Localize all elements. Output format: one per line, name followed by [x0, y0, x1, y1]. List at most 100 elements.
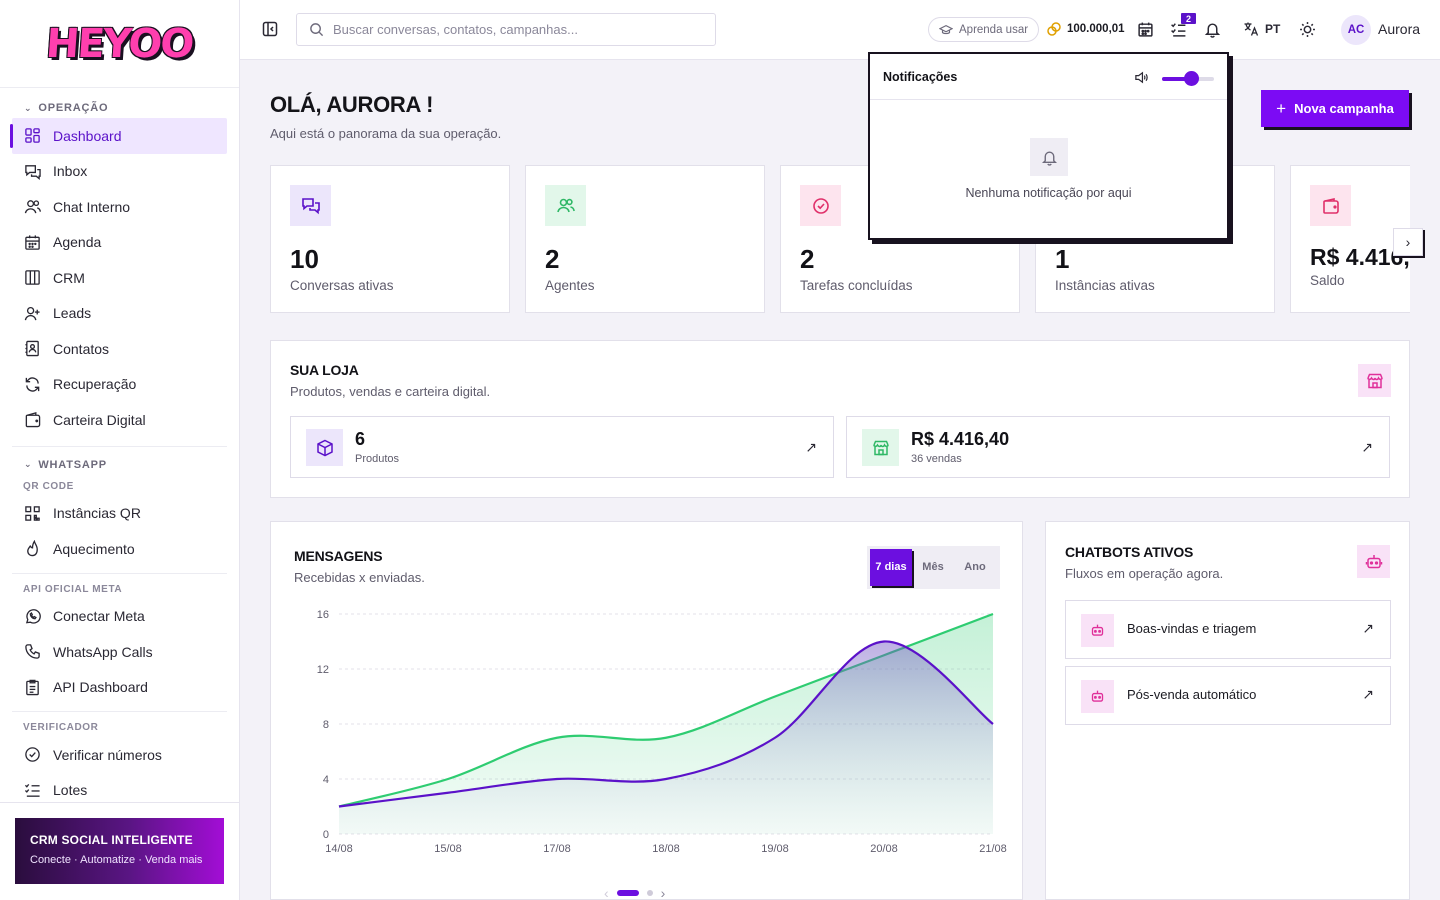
robot-icon [1081, 614, 1114, 647]
shop-title: SUA LOJA [290, 362, 359, 378]
search-icon [310, 23, 324, 37]
divider [12, 711, 227, 712]
sidebar-item-recupera-o[interactable]: Recuperação [12, 367, 227, 403]
learn-button[interactable]: Aprenda usar [928, 17, 1040, 42]
sidebar-item-leads[interactable]: Leads [12, 296, 227, 332]
y-tick-label: 12 [317, 664, 329, 676]
topbar: Buscar conversas, contatos, campanhas...… [240, 0, 1440, 60]
sidebar-item-chat-interno[interactable]: Chat Interno [12, 189, 227, 225]
bell-icon[interactable] [1204, 21, 1221, 38]
app-logo[interactable]: HEYOO [44, 20, 195, 67]
notifications-title: Notificações [883, 69, 958, 84]
arrow-up-right-icon: ↗ [1362, 686, 1374, 702]
series-1-line [338, 640, 994, 808]
search-input[interactable]: Buscar conversas, contatos, campanhas... [296, 13, 716, 46]
sidebar-item-label: Aquecimento [53, 540, 135, 557]
promo-banner[interactable]: CRM SOCIAL INTELIGENTE Conecte · Automat… [15, 818, 224, 884]
box-icon [306, 429, 343, 466]
sidebar-item-verificar-n-meros[interactable]: Verificar números [12, 737, 227, 773]
bell-icon [1030, 138, 1068, 176]
new-campaign-button[interactable]: + Nova campanha [1261, 90, 1409, 127]
store-icon[interactable] [1358, 364, 1391, 397]
stat-label: Saldo [1310, 273, 1345, 288]
sound-volume-slider[interactable] [1162, 71, 1214, 86]
stat-value: 10 [290, 244, 319, 274]
qr-items: Instâncias QR Aquecimento [12, 496, 227, 567]
stat-value: 2 [545, 244, 560, 274]
period-selector: 7 dias Mês Ano [867, 546, 1000, 589]
sidebar-nav: ⌄ OPERAÇÃO Dashboard Inbox Chat Interno Agen… [0, 88, 239, 802]
pager-dot[interactable] [646, 890, 653, 896]
sidebar-item-contatos[interactable]: Contatos [12, 331, 227, 367]
sidebar-item-label: Verificar números [53, 746, 162, 763]
sidebar-item-agenda[interactable]: Agenda [12, 225, 227, 261]
sidebar-item-label: Agenda [53, 234, 102, 251]
sidebar-item-inst-ncias-qr[interactable]: Instâncias QR [12, 496, 227, 532]
period-ano[interactable]: Ano [964, 560, 986, 573]
chatbots-title: CHATBOTS ATIVOS [1065, 544, 1194, 560]
promo-subtitle: Conecte · Automatize · Venda mais [30, 854, 203, 866]
products-tile[interactable]: 6 Produtos ↗ [290, 416, 834, 478]
period-7-dias[interactable]: 7 dias [870, 549, 912, 586]
sidebar-item-conectar-meta[interactable]: Conectar Meta [12, 599, 227, 635]
stat-card-agentes[interactable]: 2 Agentes [525, 165, 765, 313]
x-tick-label: 21/08 [979, 843, 1007, 855]
stat-card-conversas[interactable]: 10 Conversas ativas [270, 165, 510, 313]
tasks-icon[interactable] [1170, 21, 1187, 38]
user-name[interactable]: Aurora [1378, 21, 1421, 37]
sidebar-item-whatsapp-calls[interactable]: WhatsApp Calls [12, 634, 227, 670]
section-whatsapp[interactable]: ⌄ WHATSAPP [12, 451, 227, 475]
sidebar-item-api-dashboard[interactable]: API Dashboard [12, 670, 227, 706]
sidebar-toggle-icon[interactable] [262, 21, 278, 37]
messages-title: MENSAGENS [294, 548, 383, 564]
chatbots-subtitle: Fluxos em operação agora. [1065, 566, 1224, 581]
slider-handle[interactable] [1183, 71, 1199, 86]
plus-icon: + [1276, 98, 1287, 118]
robot-icon[interactable] [1357, 545, 1390, 578]
stat-value: 2 [800, 244, 815, 274]
volume-icon[interactable] [1134, 70, 1149, 85]
sidebar-item-label: Inbox [53, 163, 88, 180]
messages-subtitle: Recebidas x enviadas. [294, 570, 425, 585]
translate-icon [1244, 22, 1259, 36]
sidebar-item-label: CRM [53, 269, 85, 286]
section-operacao[interactable]: ⌄ OPERAÇÃO [12, 94, 227, 118]
chevron-down-icon: ⌄ [24, 102, 33, 113]
sidebar-item-label: Recuperação [53, 376, 137, 393]
sales-label: 36 vendas [911, 453, 962, 465]
sales-value: R$ 4.416,40 [911, 429, 1010, 449]
sidebar-item-crm[interactable]: CRM [12, 260, 227, 296]
wallet-icon [25, 412, 41, 428]
notifications-empty-text: Nenhuma notificação por aqui [965, 186, 1132, 200]
x-tick-label: 15/08 [434, 843, 462, 855]
sidebar-item-carteira-digital[interactable]: Carteira Digital [12, 402, 227, 438]
period-mes[interactable]: Mês [922, 560, 944, 573]
chart-pager: ‹ › [604, 885, 665, 900]
sales-tile[interactable]: R$ 4.416,40 36 vendas ↗ [846, 416, 1390, 478]
pager-dot-active[interactable] [616, 890, 639, 896]
credits-value: 100.000,01 [1067, 23, 1125, 35]
language-label: PT [1265, 22, 1281, 36]
sidebar-item-lotes[interactable]: Lotes [12, 773, 227, 803]
chatbot-item[interactable]: Boas-vindas e triagem ↗ [1065, 600, 1391, 659]
chevron-left-icon[interactable]: ‹ [604, 885, 609, 900]
carousel-next-button[interactable]: › [1393, 228, 1423, 256]
store-icon [862, 429, 899, 466]
sidebar-item-inbox[interactable]: Inbox [12, 154, 227, 190]
theme-sun-icon[interactable] [1299, 21, 1316, 38]
section-title: WHATSAPP [38, 458, 107, 471]
chatbot-item[interactable]: Pós-venda automático ↗ [1065, 666, 1391, 725]
inbox-icon [25, 164, 41, 180]
sidebar-item-aquecimento[interactable]: Aquecimento [12, 531, 227, 567]
stat-card-saldo[interactable]: R$ 4.416, Saldo [1290, 165, 1410, 313]
avatar[interactable]: AC [1341, 15, 1371, 45]
x-tick-label: 18/08 [652, 843, 680, 855]
credits-display[interactable]: 100.000,01 [1046, 21, 1125, 37]
language-switcher[interactable]: PT [1243, 21, 1280, 37]
sidebar-item-dashboard[interactable]: Dashboard [10, 118, 227, 154]
y-tick-label: 4 [323, 774, 329, 786]
shop-subtitle: Produtos, vendas e carteira digital. [290, 384, 491, 399]
tasks-badge: 2 [1181, 13, 1196, 24]
chevron-right-icon[interactable]: › [660, 885, 666, 900]
calendar-icon[interactable] [1137, 21, 1154, 38]
